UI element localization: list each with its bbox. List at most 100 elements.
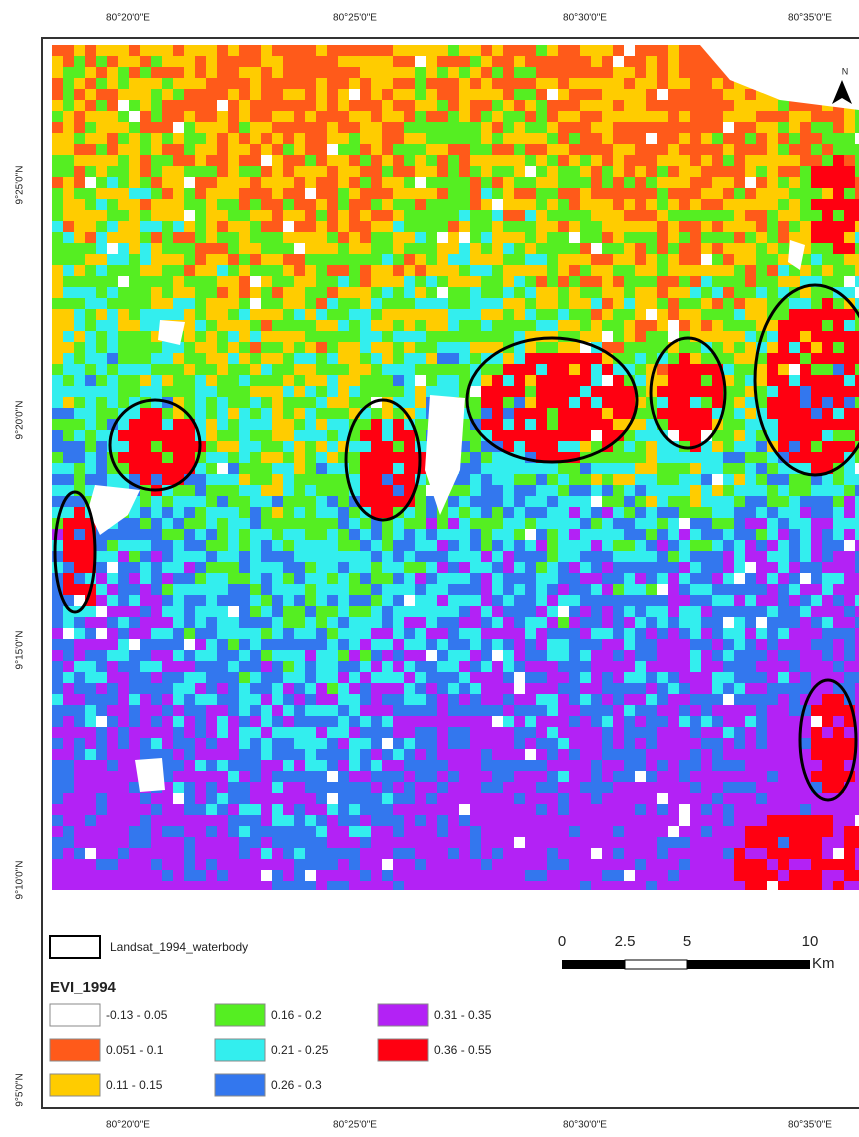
raster-cell — [393, 45, 404, 56]
raster-cell — [789, 386, 800, 397]
raster-cell — [195, 749, 206, 760]
raster-cell — [778, 320, 789, 331]
raster-cell — [635, 56, 646, 67]
raster-cell — [855, 419, 859, 430]
raster-cell — [338, 287, 349, 298]
raster-cell — [305, 727, 316, 738]
raster-cell — [426, 551, 437, 562]
raster-cell — [591, 419, 602, 430]
raster-cell — [195, 243, 206, 254]
raster-cell — [712, 276, 723, 287]
raster-cell — [360, 331, 371, 342]
raster-cell — [514, 364, 525, 375]
raster-cell — [701, 375, 712, 386]
raster-cell — [360, 232, 371, 243]
raster-cell — [415, 584, 426, 595]
raster-cell — [426, 353, 437, 364]
raster-cell — [800, 342, 811, 353]
raster-cell — [437, 89, 448, 100]
raster-cell — [723, 496, 734, 507]
raster-cell — [536, 606, 547, 617]
raster-cell — [558, 375, 569, 386]
raster-cell — [536, 111, 547, 122]
raster-cell — [745, 177, 756, 188]
raster-cell — [822, 441, 833, 452]
raster-cell — [602, 144, 613, 155]
raster-cell — [646, 254, 657, 265]
raster-cell — [52, 100, 63, 111]
raster-cell — [525, 155, 536, 166]
raster-cell — [426, 364, 437, 375]
raster-cell — [415, 771, 426, 782]
raster-cell — [723, 606, 734, 617]
raster-cell — [118, 155, 129, 166]
raster-cell — [778, 705, 789, 716]
raster-cell — [723, 562, 734, 573]
raster-cell — [811, 452, 822, 463]
raster-cell — [327, 276, 338, 287]
raster-cell — [140, 419, 151, 430]
raster-cell — [140, 694, 151, 705]
raster-cell — [569, 595, 580, 606]
raster-cell — [382, 166, 393, 177]
raster-cell — [195, 573, 206, 584]
raster-cell — [316, 683, 327, 694]
raster-cell — [85, 243, 96, 254]
raster-cell — [426, 595, 437, 606]
raster-cell — [426, 760, 437, 771]
raster-cell — [668, 122, 679, 133]
raster-cell — [690, 243, 701, 254]
raster-cell — [393, 771, 404, 782]
raster-cell — [800, 661, 811, 672]
raster-cell — [107, 342, 118, 353]
raster-cell — [184, 672, 195, 683]
raster-cell — [393, 518, 404, 529]
raster-cell — [503, 232, 514, 243]
raster-cell — [657, 155, 668, 166]
raster-cell — [459, 639, 470, 650]
raster-cell — [448, 100, 459, 111]
raster-cell — [294, 639, 305, 650]
raster-cell — [481, 760, 492, 771]
raster-cell — [272, 342, 283, 353]
raster-cell — [239, 419, 250, 430]
raster-cell — [525, 738, 536, 749]
raster-cell — [547, 705, 558, 716]
raster-cell — [217, 144, 228, 155]
raster-cell — [261, 45, 272, 56]
raster-cell — [250, 353, 261, 364]
raster-cell — [756, 232, 767, 243]
raster-cell — [514, 353, 525, 364]
raster-cell — [129, 738, 140, 749]
raster-cell — [822, 419, 833, 430]
raster-cell — [272, 760, 283, 771]
raster-cell — [833, 771, 844, 782]
raster-cell — [382, 639, 393, 650]
raster-cell — [822, 397, 833, 408]
raster-cell — [690, 540, 701, 551]
raster-cell — [855, 386, 859, 397]
raster-cell — [767, 496, 778, 507]
raster-cell — [85, 122, 96, 133]
raster-cell — [591, 529, 602, 540]
raster-cell — [635, 738, 646, 749]
raster-cell — [514, 606, 525, 617]
raster-cell — [679, 639, 690, 650]
raster-cell — [811, 287, 822, 298]
raster-cell — [250, 133, 261, 144]
raster-cell — [833, 705, 844, 716]
raster-cell — [63, 166, 74, 177]
raster-cell — [525, 298, 536, 309]
raster-cell — [327, 430, 338, 441]
raster-cell — [437, 56, 448, 67]
raster-cell — [371, 419, 382, 430]
raster-cell — [173, 375, 184, 386]
raster-cell — [184, 67, 195, 78]
raster-cell — [382, 144, 393, 155]
raster-cell — [74, 397, 85, 408]
raster-cell — [360, 56, 371, 67]
raster-cell — [712, 738, 723, 749]
raster-cell — [371, 144, 382, 155]
raster-cell — [272, 375, 283, 386]
raster-cell — [844, 276, 855, 287]
